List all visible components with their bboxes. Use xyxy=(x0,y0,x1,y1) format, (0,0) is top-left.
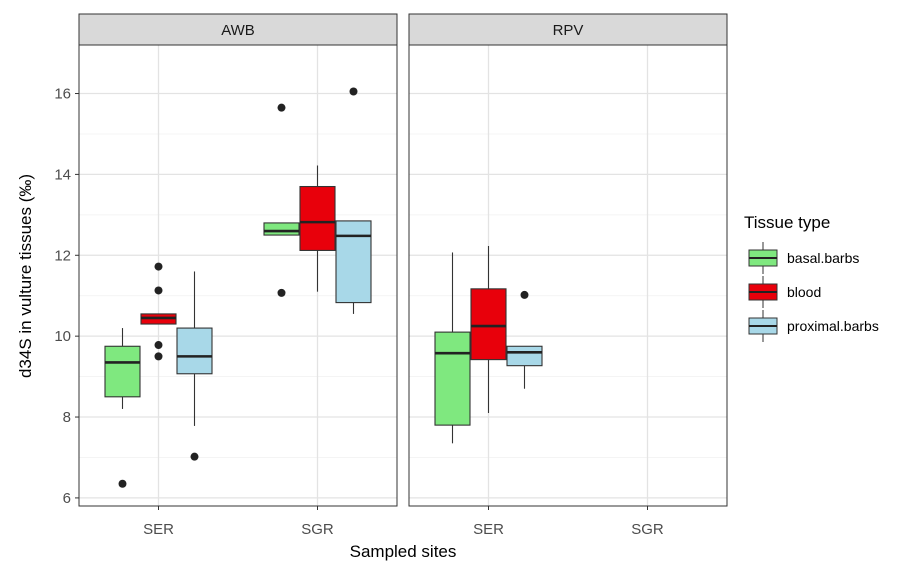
axes: SER SGR SER SGR 6 8 10 12 14 16 xyxy=(54,86,664,538)
x-tick-label: SER xyxy=(473,521,504,538)
panel-border-rpv xyxy=(408,44,728,507)
outlier-point xyxy=(349,87,358,96)
legend-label: blood xyxy=(787,284,821,300)
legend-key-blood: blood xyxy=(748,276,821,308)
box-blood xyxy=(470,245,507,413)
box-basal-barbs xyxy=(104,328,141,488)
box-iqr xyxy=(434,331,471,426)
box-iqr xyxy=(506,345,543,367)
outlier-point xyxy=(520,290,529,299)
facet-strip-awb xyxy=(78,13,398,46)
x-axis-title: Sampled sites xyxy=(350,542,457,561)
y-tick-label: 16 xyxy=(54,86,71,103)
x-tick-label: SGR xyxy=(301,521,334,538)
box-basal-barbs xyxy=(263,103,300,297)
panel-border-awb xyxy=(78,44,398,507)
legend: Tissue type basal.barbs blood proximal.bar… xyxy=(744,213,879,342)
box-proximal-barbs xyxy=(335,87,372,314)
outlier-point xyxy=(190,452,199,461)
box-proximal-barbs xyxy=(506,290,543,389)
outlier-point xyxy=(154,262,163,271)
box-iqr xyxy=(263,222,300,236)
box-iqr xyxy=(104,345,141,398)
outlier-point xyxy=(154,286,163,295)
panel-rpv xyxy=(409,45,727,506)
outlier-point xyxy=(154,352,163,361)
boxes xyxy=(104,87,543,488)
y-tick-label: 10 xyxy=(54,328,71,345)
y-tick-label: 6 xyxy=(63,490,71,507)
facet-strip-rpv xyxy=(408,13,728,46)
outlier-point xyxy=(277,103,286,112)
x-tick-label: SGR xyxy=(631,521,664,538)
legend-key-proximal-barbs: proximal.barbs xyxy=(748,310,879,342)
outlier-point xyxy=(277,288,286,297)
outlier-point xyxy=(118,479,127,488)
y-axis-title: d34S in vulture tissues (‰) xyxy=(16,174,35,378)
y-tick-label: 14 xyxy=(54,166,71,183)
facet-label-awb: AWB xyxy=(221,22,255,39)
box-iqr xyxy=(176,327,213,375)
y-tick-label: 8 xyxy=(63,409,71,426)
legend-label: basal.barbs xyxy=(787,250,859,266)
legend-key-basal-barbs: basal.barbs xyxy=(748,242,859,274)
box-iqr xyxy=(335,220,372,304)
x-tick-label: SER xyxy=(143,521,174,538)
box-iqr xyxy=(299,185,336,251)
facet-label-rpv: RPV xyxy=(553,22,584,39)
legend-title: Tissue type xyxy=(744,213,830,232)
y-tick-label: 12 xyxy=(54,247,71,264)
box-blood xyxy=(140,262,177,361)
box-iqr xyxy=(470,288,507,361)
box-blood xyxy=(299,165,336,292)
legend-label: proximal.barbs xyxy=(787,318,879,334)
box-proximal-barbs xyxy=(176,271,213,461)
box-basal-barbs xyxy=(434,252,471,444)
outlier-point xyxy=(154,341,163,350)
gridlines xyxy=(79,45,727,506)
